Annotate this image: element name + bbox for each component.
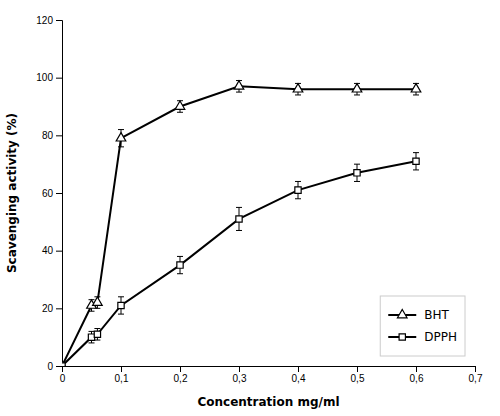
x-axis-line (63, 367, 476, 373)
x-axis-title: Concentration mg/ml (197, 395, 339, 409)
y-tick: 80 (42, 130, 62, 141)
plot-area: 0 0,1 0,2 0,3 0,4 0,5 0,6 0,7 0 20 40 60 80 100 120 BHT… (36, 15, 483, 384)
x-tick-mark (180, 366, 181, 372)
marker (118, 302, 124, 308)
legend-box (380, 296, 465, 356)
marker (236, 216, 242, 222)
y-tick-label: 80 (42, 130, 54, 141)
legend-item: DPPH (388, 330, 457, 344)
marker (62, 363, 65, 366)
x-tick: 0,6 (410, 366, 424, 384)
legend-symbol (397, 309, 407, 317)
x-tick-label: 0,1 (115, 373, 129, 384)
x-tick-mark (416, 366, 417, 372)
marker (234, 81, 244, 89)
x-tick: 0,1 (115, 366, 129, 384)
y-tick: 60 (42, 188, 62, 199)
x-tick-label: 0 (60, 373, 66, 384)
x-tick: 0,7 (469, 366, 483, 384)
legend-label: BHT (424, 308, 449, 322)
x-axis: 0 0,1 0,2 0,3 0,4 0,5 0,6 0,7 (60, 366, 483, 384)
y-tick: 0 (47, 361, 62, 372)
marker (93, 297, 103, 305)
series (62, 81, 421, 366)
y-tick: 20 (42, 303, 62, 314)
marker (354, 170, 360, 176)
error-bar (413, 153, 419, 170)
x-tick: 0,4 (292, 366, 306, 384)
x-tick-mark (121, 366, 122, 372)
x-tick: 0 (60, 366, 66, 384)
x-tick-label: 0,5 (351, 373, 365, 384)
y-tick: 120 (36, 15, 62, 26)
y-tick-mark (56, 308, 62, 309)
x-tick-label: 0,6 (410, 373, 424, 384)
line (62, 86, 416, 366)
legend: BHT DPPH (380, 296, 465, 356)
marker (352, 84, 362, 92)
x-tick: 0,2 (174, 366, 188, 384)
chart: 0 0,1 0,2 0,3 0,4 0,5 0,6 0,7 0 20 40 60 80 100 120 BHT… (0, 0, 500, 416)
y-axis-line (56, 21, 63, 367)
error-bar (354, 164, 360, 181)
y-tick: 40 (42, 245, 62, 256)
x-tick-label: 0,7 (469, 373, 483, 384)
y-tick-mark (56, 135, 62, 136)
y-tick-label: 40 (42, 245, 54, 256)
marker (413, 158, 419, 164)
x-tick-label: 0,4 (292, 373, 306, 384)
y-tick-mark (56, 193, 62, 194)
y-axis: 0 20 40 60 80 100 120 (36, 15, 62, 372)
marker (177, 262, 183, 268)
error-bar (89, 331, 95, 343)
legend-symbol (399, 334, 405, 340)
legend-label: DPPH (424, 330, 457, 344)
y-tick: 100 (36, 72, 62, 83)
x-tick-mark (298, 366, 299, 372)
marker (293, 84, 303, 92)
error-bar (118, 297, 124, 314)
marker (295, 187, 301, 193)
y-tick-mark (56, 20, 62, 21)
y-tick-mark (56, 366, 62, 367)
series (62, 153, 419, 366)
y-tick-label: 20 (42, 303, 54, 314)
y-tick-label: 0 (47, 361, 53, 372)
y-tick-label: 60 (42, 188, 54, 199)
x-tick-label: 0,2 (174, 373, 188, 384)
marker (175, 101, 185, 109)
x-tick: 0,5 (351, 366, 365, 384)
x-tick-label: 0,3 (233, 373, 247, 384)
marks (62, 81, 421, 366)
error-bar (236, 207, 242, 230)
marker (411, 84, 421, 92)
line (62, 161, 416, 366)
error-bar (177, 256, 183, 273)
error-bar (94, 329, 100, 341)
marker (94, 331, 100, 337)
y-tick-mark (56, 251, 62, 252)
y-axis-title: Scavenging activity (%) (5, 113, 19, 273)
y-tick-label: 100 (36, 72, 53, 83)
error-bar (295, 181, 301, 198)
legend-item: BHT (388, 308, 449, 322)
x-tick: 0,3 (233, 366, 247, 384)
x-tick-mark (475, 366, 476, 372)
marker (116, 133, 126, 141)
x-tick-mark (357, 366, 358, 372)
y-tick-mark (56, 78, 62, 79)
y-tick-label: 120 (36, 15, 53, 26)
x-tick-mark (239, 366, 240, 372)
